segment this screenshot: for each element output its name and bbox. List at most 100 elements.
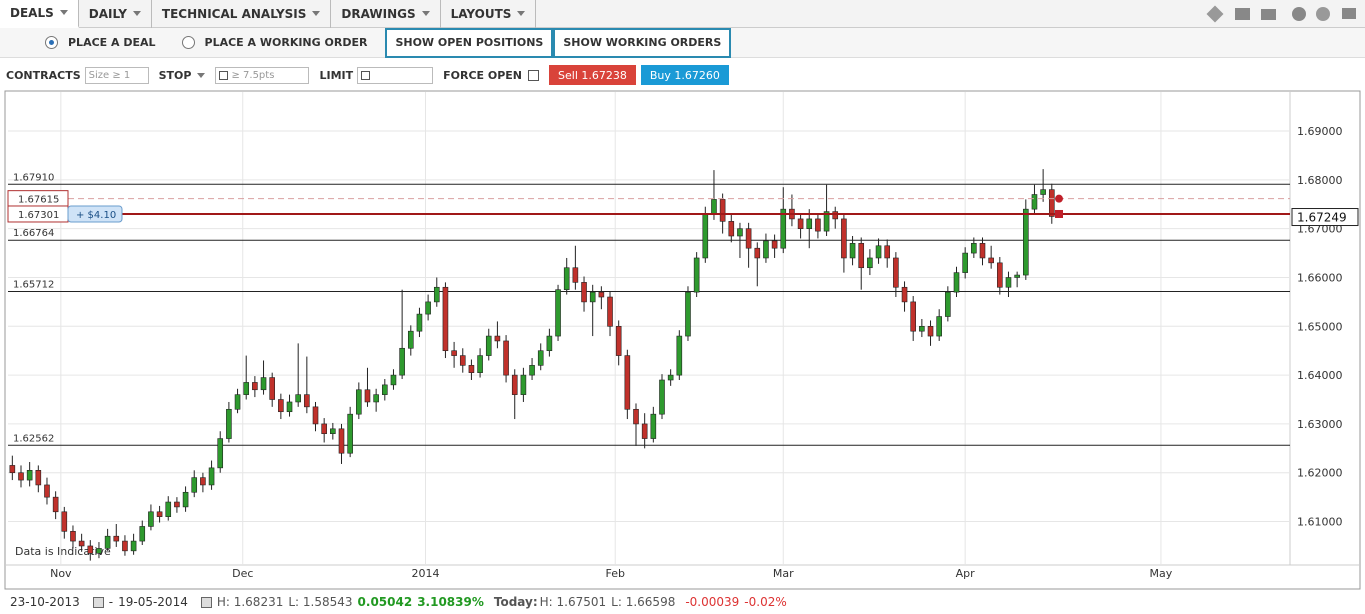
candle-body	[624, 355, 631, 410]
candle-body	[979, 243, 986, 259]
stop-label: 1.67615	[18, 195, 59, 206]
pnl-label: + $4.10	[76, 210, 116, 221]
date-to: 19-05-2014	[118, 595, 188, 609]
candle-body	[797, 218, 804, 229]
candle-body	[182, 491, 189, 508]
limit-input[interactable]	[357, 66, 434, 84]
order-marker	[1055, 209, 1063, 218]
radio-working-order[interactable]	[181, 36, 195, 49]
radio-place-deal[interactable]	[45, 36, 58, 49]
calendar-icon[interactable]	[92, 596, 104, 608]
print-icon[interactable]	[1261, 8, 1276, 20]
candle-body	[485, 335, 492, 356]
period-change: 0.05042	[357, 595, 413, 609]
place-deal-label[interactable]: PLACE A DEAL	[68, 36, 156, 49]
settings-icon[interactable]	[1292, 6, 1306, 21]
candle-body	[113, 535, 120, 542]
size-input[interactable]: Size ≥ 1	[84, 66, 149, 84]
candle-body	[737, 228, 743, 237]
period-low: L: 1.58543	[288, 595, 353, 609]
candle-body	[910, 301, 916, 332]
level-label: 1.67910	[13, 172, 54, 183]
footer: 23-10-2013 - 19-05-2014 H: 1.68231 L: 1.…	[0, 590, 1365, 614]
level-label: 1.66764	[13, 228, 54, 239]
candle-body	[841, 218, 847, 259]
period-high: H: 1.68231	[216, 595, 284, 609]
candle-body	[390, 374, 397, 386]
help-icon[interactable]	[1316, 6, 1330, 21]
candle-body	[927, 326, 934, 337]
working-order-label[interactable]: PLACE A WORKING ORDER	[204, 36, 368, 49]
candle-body	[702, 213, 709, 259]
candle-body	[356, 389, 362, 415]
candle-body	[278, 399, 284, 413]
feedback-icon[interactable]	[1342, 7, 1356, 19]
tab[interactable]: DAILY	[79, 0, 152, 28]
candle-body	[754, 247, 761, 259]
y-tick-label: 1.69000	[1297, 125, 1343, 138]
calendar-icon[interactable]	[200, 596, 212, 608]
candle-body	[52, 496, 59, 513]
candle-body	[763, 240, 769, 259]
force-open-checkbox[interactable]	[528, 69, 540, 81]
candle-body	[607, 296, 613, 327]
candle-body	[1023, 208, 1029, 276]
candle-body	[252, 382, 258, 391]
candle-body	[823, 211, 830, 232]
candle-body	[226, 408, 232, 439]
last-price-box	[1291, 208, 1359, 227]
candle-body	[503, 340, 509, 376]
candle-body	[139, 526, 146, 542]
candle-body	[988, 257, 994, 264]
x-tick-label: 2014	[412, 567, 440, 580]
candle-body	[650, 413, 657, 439]
tab[interactable]: DEALS	[0, 0, 79, 28]
tab[interactable]: LAYOUTS	[441, 0, 537, 28]
period-change-pct: 3.10839%	[417, 595, 484, 609]
tab-label: TECHNICAL ANALYSIS	[161, 6, 307, 21]
candle-body	[304, 394, 310, 408]
y-tick-label: 1.61000	[1297, 516, 1343, 529]
x-tick-label: Mar	[773, 567, 794, 580]
tab[interactable]: DRAWINGS	[331, 0, 441, 28]
candle-body	[529, 365, 535, 376]
candle-body	[364, 389, 371, 403]
candle-body	[1005, 277, 1012, 288]
limit-label: LIMIT	[319, 68, 354, 82]
y-tick-label: 1.64000	[1297, 369, 1343, 382]
candle-body	[208, 467, 215, 486]
toolbar: DEALS DAILY TECHNICAL ANALYSIS DRAWINGS …	[0, 0, 1365, 28]
candle-body	[61, 511, 68, 532]
candle-body	[919, 326, 925, 332]
candle-body	[615, 326, 622, 356]
layers-icon[interactable]	[1206, 5, 1224, 22]
order-label: 1.67301	[18, 210, 59, 221]
candle-body	[893, 257, 899, 288]
candle-body	[286, 401, 293, 413]
candle-body	[546, 335, 553, 352]
candle-body	[382, 384, 388, 395]
candle-body	[70, 531, 76, 542]
stop-input[interactable]: ≥ 7.5pts	[215, 66, 310, 84]
candle-body	[416, 313, 423, 332]
candle-body	[719, 199, 726, 222]
buy-button[interactable]: Buy 1.67260	[640, 65, 729, 85]
tab[interactable]: TECHNICAL ANALYSIS	[152, 0, 332, 28]
order-bar: CONTRACTS Size ≥ 1 STOP ≥ 7.5pts LIMIT F…	[0, 62, 1365, 88]
contracts-label: CONTRACTS	[6, 68, 81, 82]
candle-body	[477, 355, 483, 373]
show-working-orders[interactable]: SHOW WORKING ORDERS	[553, 27, 732, 58]
candle-body	[148, 511, 154, 527]
candle-body	[572, 267, 579, 283]
candle-body	[555, 289, 561, 337]
size-placeholder: Size ≥ 1	[88, 69, 131, 81]
sell-button[interactable]: Sell 1.67238	[549, 65, 636, 85]
candle-body	[867, 257, 873, 269]
x-tick-label: Nov	[50, 567, 72, 580]
candle-body	[96, 548, 102, 554]
candle-body	[633, 408, 639, 425]
candle-body	[44, 484, 50, 498]
image-icon[interactable]	[1235, 7, 1250, 20]
show-open-positions[interactable]: SHOW OPEN POSITIONS	[385, 27, 554, 58]
candle-body	[685, 291, 691, 337]
